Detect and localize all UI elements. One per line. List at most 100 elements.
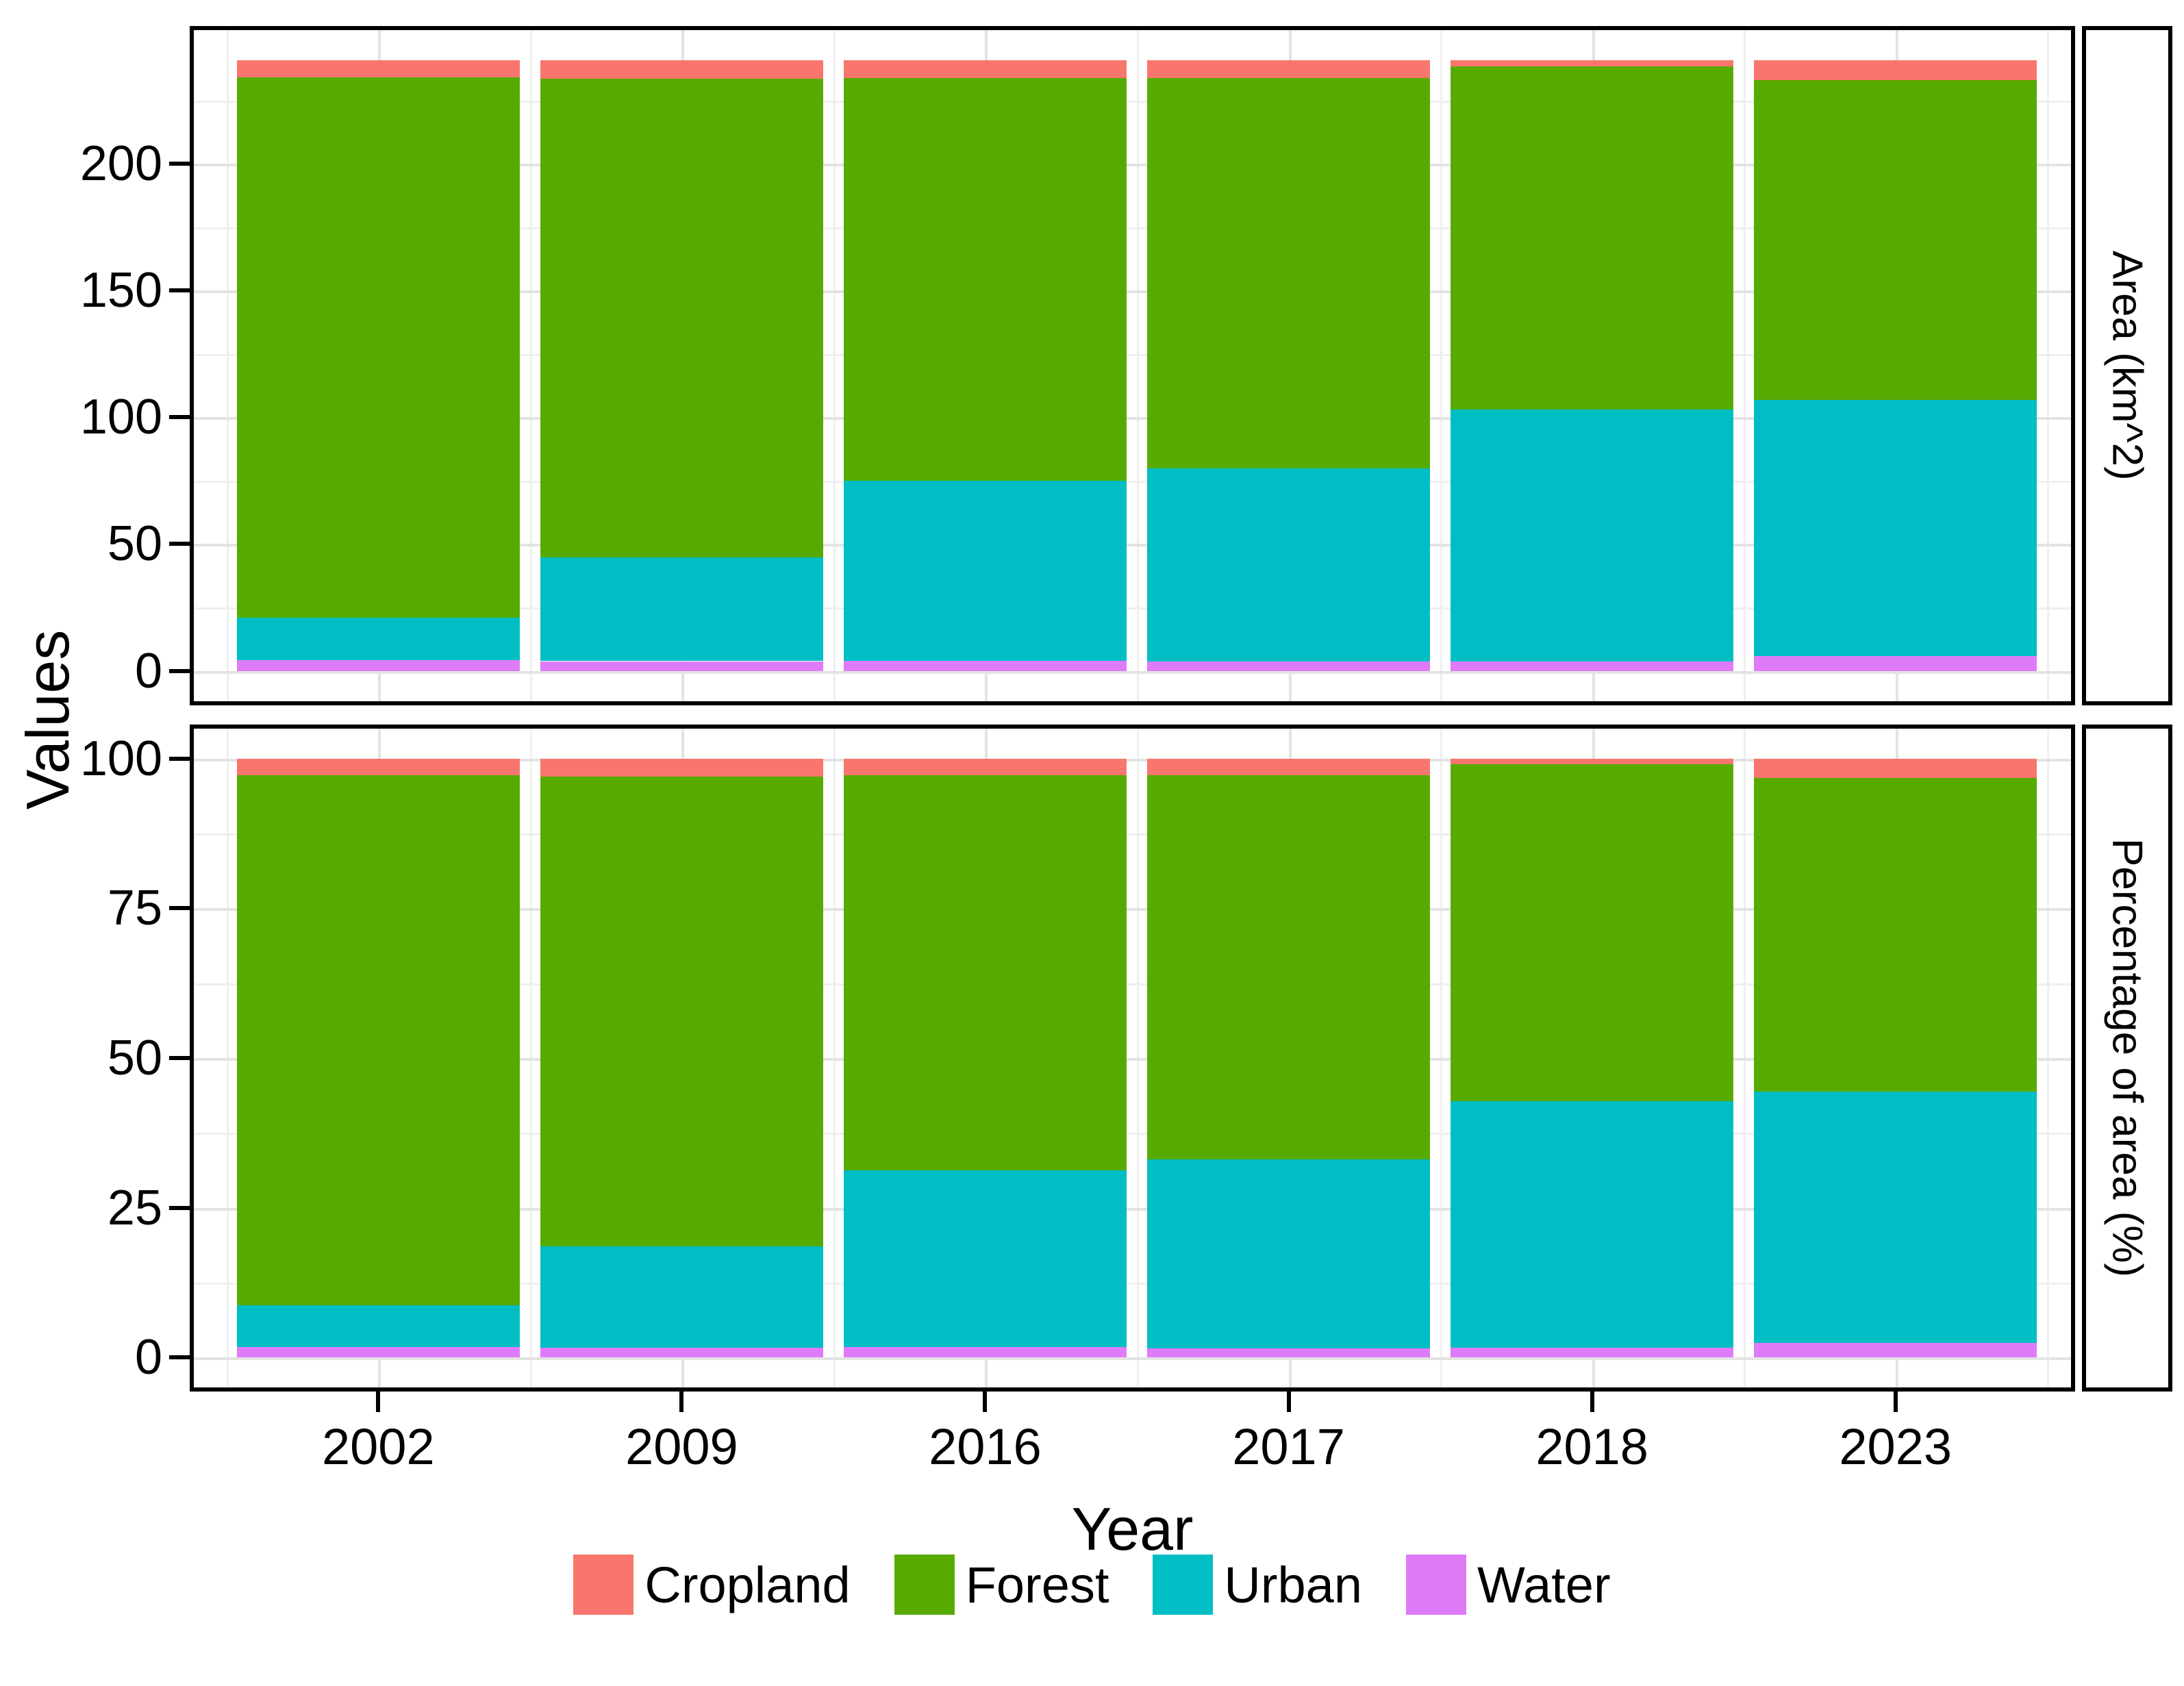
y-tick-label: 0 [134, 1330, 162, 1385]
bar-segment-urban [540, 557, 823, 662]
x-tick-label: 2018 [1535, 1418, 1648, 1475]
x-tick-mark [1590, 1392, 1594, 1412]
gridline-minor-vertical [1137, 30, 1139, 701]
strip-label-text: Percentage of area (%) [2103, 838, 2151, 1278]
y-tick-mark [169, 162, 190, 166]
bar-segment-urban [843, 1170, 1127, 1348]
y-tick-label: 50 [107, 1031, 162, 1085]
bar-segment-cropland [843, 758, 1127, 776]
legend-key-water [1405, 1555, 1466, 1615]
x-tick-mark [1286, 1392, 1291, 1412]
x-tick-label: 2002 [321, 1418, 435, 1475]
gridline-minor-vertical [833, 30, 836, 701]
gridline-minor [194, 1133, 2071, 1135]
panel-area-km2 [190, 26, 2075, 705]
legend-item-forest: Forest [894, 1555, 1109, 1615]
gridline-minor [194, 1282, 2071, 1285]
gridline-major [194, 1058, 2071, 1061]
bar-segment-forest [843, 77, 1127, 481]
stacked-bar-2016 [843, 729, 1127, 1387]
bar-segment-cropland [1451, 758, 1734, 764]
bar-segment-cropland [1147, 758, 1431, 776]
y-tick-mark [169, 1056, 190, 1060]
stacked-bar-2023 [1754, 30, 2037, 701]
gridline-minor-vertical [529, 30, 532, 701]
bar-segment-cropland [1754, 758, 2037, 778]
bar-segment-cropland [236, 60, 520, 78]
bar-segment-urban [843, 480, 1127, 661]
bar-segment-cropland [843, 60, 1127, 78]
legend-item-cropland: Cropland [573, 1555, 851, 1615]
gridline-minor [194, 833, 2071, 836]
bar-segment-urban [1451, 1100, 1734, 1348]
y-tick-mark [169, 756, 190, 761]
gridline-major [194, 908, 2071, 911]
gridline-minor [194, 353, 2071, 356]
y-tick-label: 0 [134, 643, 162, 699]
bar-segment-cropland [236, 758, 520, 776]
y-tick-label: 25 [107, 1180, 162, 1235]
bar-segment-forest [1451, 66, 1734, 410]
stacked-bar-2018 [1451, 729, 1734, 1387]
bar-segment-urban [1147, 468, 1431, 662]
stacked-bar-2002 [236, 729, 520, 1387]
bar-segment-urban [1147, 1159, 1431, 1349]
bar-segment-water [1147, 1348, 1431, 1358]
bar-segment-forest [1451, 764, 1734, 1101]
x-tick-label: 2023 [1839, 1418, 1953, 1475]
legend-item-water: Water [1405, 1555, 1611, 1615]
stacked-bar-2009 [540, 30, 823, 701]
bar-segment-cropland [1147, 60, 1431, 78]
gridline-minor [194, 607, 2071, 609]
bar-segment-water [236, 660, 520, 671]
bar-segment-urban [1451, 410, 1734, 662]
y-tick-label: 150 [79, 263, 162, 318]
bar-segment-urban [1754, 399, 2037, 657]
stacked-bar-2009 [540, 729, 823, 1387]
bar-segment-cropland [540, 758, 823, 777]
bar-segment-water [540, 661, 823, 671]
gridline-major [194, 1207, 2071, 1211]
panel-percentage [190, 725, 2075, 1392]
legend-key-cropland [573, 1555, 634, 1615]
gridline-minor [194, 227, 2071, 229]
y-tick-label: 200 [79, 136, 162, 192]
y-tick-mark [169, 906, 190, 911]
gridline-minor-vertical [1744, 30, 1746, 701]
bar-segment-urban [540, 1246, 823, 1348]
y-tick-mark [169, 1205, 190, 1210]
legend: Cropland Forest Urban Water [0, 1555, 2184, 1615]
x-tick-mark [376, 1392, 381, 1412]
legend-label: Forest [965, 1556, 1109, 1613]
bar-segment-urban [1754, 1091, 2037, 1344]
legend-label: Cropland [644, 1556, 851, 1613]
gridline-minor [194, 480, 2071, 483]
y-tick-mark [169, 668, 190, 673]
gridline-major [194, 758, 2071, 762]
strip-label-percentage: Percentage of area (%) [2082, 725, 2172, 1392]
x-tick-label: 2017 [1232, 1418, 1345, 1475]
bar-segment-forest [1147, 77, 1431, 469]
x-tick-label: 2016 [929, 1418, 1042, 1475]
bar-segment-water [236, 1347, 520, 1358]
bar-segment-urban [236, 1305, 520, 1348]
bar-segment-forest [1754, 79, 2037, 400]
bar-segment-cropland [1451, 60, 1734, 66]
stacked-bar-2017 [1147, 30, 1431, 701]
stacked-bar-2002 [236, 30, 520, 701]
stacked-bar-2023 [1754, 729, 2037, 1387]
y-tick-mark [169, 1355, 190, 1360]
stacked-bar-2018 [1451, 30, 1734, 701]
gridline-minor-vertical [2047, 30, 2050, 701]
legend-key-forest [894, 1555, 955, 1615]
bar-segment-water [1451, 661, 1734, 671]
y-tick-mark [169, 415, 190, 420]
bar-segment-forest [236, 77, 520, 618]
bar-segment-forest [1147, 775, 1431, 1159]
gridline-minor-vertical [226, 30, 229, 701]
gridline-major [194, 164, 2071, 167]
legend-label: Urban [1224, 1556, 1362, 1613]
x-tick-mark [983, 1392, 988, 1412]
x-axis-title: Year [1071, 1495, 1194, 1563]
gridline-major [194, 1357, 2071, 1361]
